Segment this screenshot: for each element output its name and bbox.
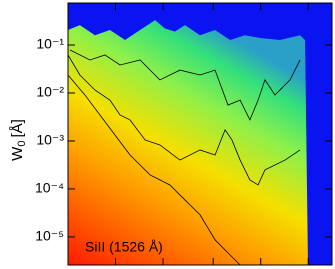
contour-line	[68, 54, 301, 186]
density-region	[68, 20, 308, 265]
y-tick-label: 10⁻⁵	[35, 228, 64, 244]
y-label-main: W	[9, 146, 26, 161]
annotation: SiII (1526 Å)	[85, 239, 163, 255]
axes: 10⁻¹ 10⁻² 10⁻³ 10⁻⁴ 10⁻⁵	[35, 3, 332, 265]
y-label-unit: [Å]	[9, 119, 26, 137]
plot-frame	[67, 2, 333, 266]
y-tick-label: 10⁻¹	[36, 36, 64, 52]
plot-area	[68, 3, 332, 265]
contour-line	[68, 74, 241, 265]
y-tick-label: 10⁻⁴	[35, 180, 64, 196]
y-axis-label: W0 [Å]	[9, 119, 28, 161]
y-tick-label: 10⁻²	[36, 84, 64, 100]
contour-line	[69, 49, 301, 121]
y-label-sub: 0	[16, 141, 28, 147]
y-tick-label: 10⁻³	[36, 132, 64, 148]
